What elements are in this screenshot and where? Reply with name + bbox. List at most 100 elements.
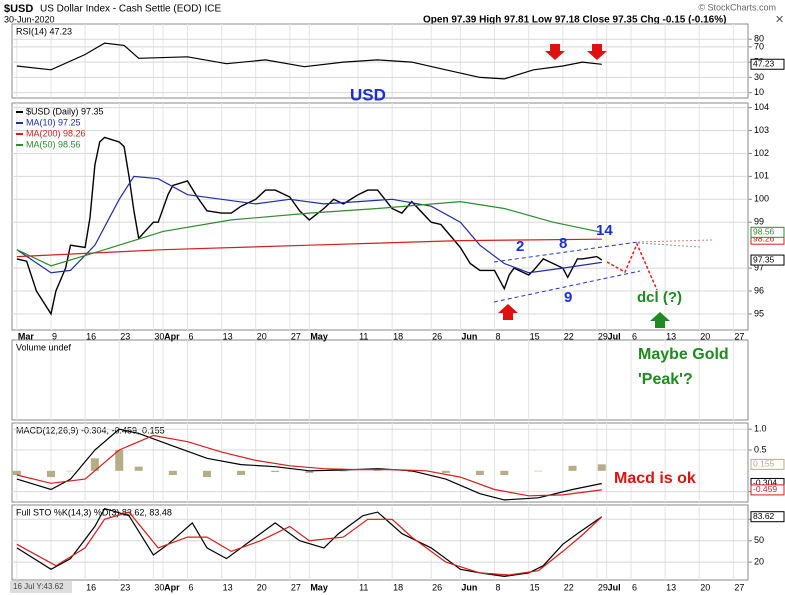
histogram-bar	[134, 466, 143, 471]
x-tick-label: 11	[359, 331, 368, 341]
x-tick-label: 6	[632, 331, 637, 341]
series-line	[16, 42, 602, 80]
histogram-bar	[441, 470, 450, 473]
histogram-bar	[12, 470, 21, 475]
y-tick-label: 100	[754, 194, 769, 204]
value-badge-label: 97.35	[753, 254, 775, 264]
histogram-bar	[90, 458, 99, 471]
value-badge-label: 0.155	[753, 459, 775, 469]
panel-title: RSI(14) 47.23	[16, 26, 72, 36]
value-badge	[750, 458, 785, 470]
annotation: Maybe Gold	[638, 346, 729, 363]
y-tick-label: 95	[754, 308, 764, 318]
annotation: 2	[516, 238, 524, 255]
x-tick-label: 27	[291, 331, 301, 341]
x-tick-label: Jul	[608, 582, 621, 592]
credit: © StockCharts.com	[698, 2, 776, 12]
x-tick-label: 23	[120, 331, 130, 341]
value-badge	[750, 254, 785, 266]
legend-label: MA(200) 98.26	[26, 128, 86, 138]
series-line	[16, 175, 602, 274]
histogram-bar	[46, 470, 55, 478]
annotation: 14	[596, 222, 613, 239]
panel	[11, 339, 749, 421]
x-tick-label: 11	[359, 582, 368, 592]
panel	[11, 23, 749, 99]
annotation: dcl (?)	[637, 289, 682, 306]
histogram-bar	[534, 470, 543, 472]
y-tick-label: 30	[754, 72, 764, 82]
x-tick-label: 6	[188, 582, 193, 592]
histogram-bar	[597, 464, 606, 471]
x-tick-label: 27	[734, 582, 744, 592]
x-tick-label: 6	[188, 331, 193, 341]
x-tick-label: 22	[564, 582, 574, 592]
x-tick-label: 29	[598, 582, 608, 592]
value-badge-label: 47.23	[753, 59, 775, 69]
x-tick-label: 20	[257, 331, 267, 341]
x-tick-label: 26	[432, 331, 442, 341]
y-tick-label: 0.5	[754, 444, 767, 454]
histogram-bar	[305, 470, 314, 473]
value-badge	[750, 511, 785, 523]
x-tick-label: 20	[700, 582, 710, 592]
x-tick-label: 27	[291, 582, 301, 592]
y-tick-label: 99	[754, 217, 764, 227]
x-tick-label: 15	[530, 331, 540, 341]
cursor-box	[10, 581, 72, 593]
x-tick-label: Jun	[461, 582, 477, 592]
value-badge-label: 98.26	[753, 233, 775, 243]
histogram-bar	[115, 450, 124, 471]
x-tick-label: 16	[86, 582, 96, 592]
histogram-bar	[339, 470, 348, 472]
series-line	[16, 238, 602, 258]
x-tick-label: Apr	[164, 331, 180, 341]
channel-bottom	[493, 270, 641, 303]
value-badge-label: -0.304	[753, 478, 777, 488]
down-arrow	[545, 44, 565, 60]
legend-label: MA(50) 98.56	[26, 139, 81, 149]
histogram-bar	[407, 470, 416, 473]
value-badge-label: -0.459	[753, 484, 777, 494]
up-arrow	[650, 312, 670, 328]
panel-title: Volume undef	[16, 342, 72, 352]
annotation: Macd is ok	[614, 470, 696, 487]
up-arrow	[498, 304, 518, 320]
close-icon[interactable]: ✕	[775, 14, 784, 26]
x-tick-label: 30	[154, 582, 164, 592]
projection	[606, 242, 658, 291]
instrument-name: US Dollar Index - Cash Settle (EOD) ICE	[40, 4, 221, 15]
series-line	[16, 511, 603, 576]
annotation: USD	[350, 85, 386, 104]
value-badge	[750, 484, 785, 496]
x-tick-label: Jul	[608, 331, 621, 341]
y-tick-label: 96	[754, 285, 764, 295]
ma-extension	[637, 239, 713, 243]
panel	[11, 422, 749, 503]
y-tick-label: 80	[754, 34, 764, 44]
x-tick-label: 13	[223, 331, 233, 341]
x-tick-label: May	[310, 582, 328, 592]
y-tick-label: 104	[754, 102, 769, 112]
series-line	[16, 434, 602, 497]
x-tick-label: 15	[530, 582, 540, 592]
x-tick-label: Apr	[164, 582, 180, 592]
x-tick-label: 23	[120, 582, 130, 592]
series-line	[16, 200, 602, 267]
quote: Open 97.39 High 97.81 Low 97.18 Close 97…	[423, 15, 726, 26]
legend-label: $USD (Daily) 97.35	[26, 106, 104, 116]
x-tick-label: 20	[700, 331, 710, 341]
x-tick-label: 8	[496, 331, 501, 341]
x-tick-label: 9	[52, 331, 57, 341]
histogram-bar	[500, 470, 509, 475]
histogram-bar	[373, 469, 382, 471]
histogram-bar	[168, 470, 177, 475]
y-tick-label: 20	[754, 557, 764, 567]
x-tick-label: 13	[666, 331, 676, 341]
x-tick-label: 26	[432, 582, 442, 592]
x-tick-label: 30	[154, 331, 164, 341]
histogram-bar	[66, 470, 75, 472]
panel	[11, 504, 749, 581]
date: 30-Jun-2020	[4, 14, 55, 24]
